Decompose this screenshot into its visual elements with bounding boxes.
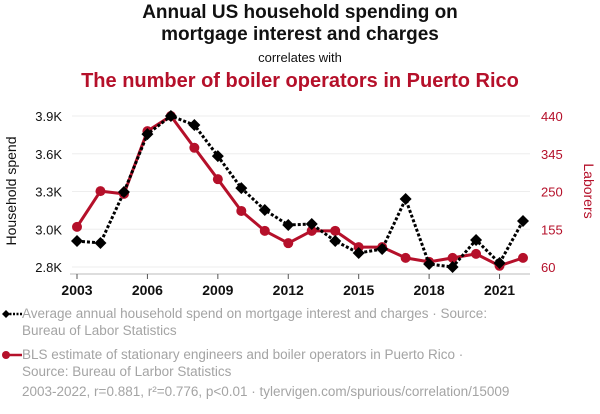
chart-footer: 2003-2022, r=0.881, r²=0.776, p<0.01 · t…	[22, 384, 510, 399]
y-axis-label-right: Laborers	[581, 163, 597, 218]
legend-solid-circle-icon	[2, 351, 22, 359]
legend-dotted-diamond-icon	[2, 310, 22, 318]
legend-label-series1-line1: Average annual household spend on mortga…	[22, 306, 488, 321]
series2-point	[236, 205, 247, 216]
series-group	[71, 110, 529, 273]
series1-point	[352, 246, 365, 259]
chart-title-line1: Annual US household spending on	[142, 2, 458, 23]
y-axis-label-left: Household spend	[3, 137, 19, 246]
chart-title-line2: mortgage interest and charges	[161, 24, 439, 45]
series1-point	[94, 236, 107, 249]
x-tick-label: 2021	[484, 282, 515, 298]
y-tick-label-left: 3.0K	[35, 222, 62, 237]
x-tick-label: 2018	[414, 282, 445, 298]
series1-point	[470, 233, 483, 246]
chart-subtitle: correlates with	[258, 50, 342, 65]
series1-point	[282, 218, 295, 231]
axes: 2.8K 3.0K 3.3K 3.6K 3.9K 60 155 250 345 440 2003 20…	[35, 109, 562, 298]
legend-label-series2-line1: BLS estimate of stationary engineers and…	[22, 347, 464, 362]
series1-point	[399, 193, 412, 206]
x-tick-label: 2012	[273, 282, 304, 298]
series2-point	[447, 252, 458, 263]
x-tick-label: 2009	[202, 282, 233, 298]
series1-point	[376, 243, 389, 256]
series1-point	[117, 186, 130, 199]
series2-point	[518, 252, 528, 263]
y-tick-label-right: 345	[541, 147, 563, 162]
series1-point	[71, 235, 83, 248]
y-tick-label-left: 2.8K	[35, 260, 62, 275]
y-tick-label-left: 3.6K	[35, 147, 62, 162]
series1-point	[235, 182, 248, 195]
series1-point	[329, 235, 342, 248]
legend-item-series1: Average annual household spend on mortga…	[2, 305, 582, 339]
series1-point	[493, 257, 506, 270]
legend-item-series2: BLS estimate of stationary engineers and…	[2, 346, 582, 380]
legend-label-series1-line2: Bureau of Labor Statistics	[22, 323, 177, 338]
series1-point	[211, 150, 224, 163]
series2-line	[75, 114, 524, 268]
series1-point	[305, 218, 318, 231]
series1-point	[517, 215, 529, 228]
series2-point	[189, 142, 200, 153]
series1-point	[188, 119, 201, 132]
series2-point	[283, 238, 294, 249]
series1-point	[141, 128, 154, 141]
x-tick-label: 2003	[61, 282, 92, 298]
y-tick-label-left: 3.3K	[35, 185, 62, 200]
legend-label-series2-line2: Source: Bureau of Larbor Statistics	[22, 364, 232, 379]
y-tick-label-right: 440	[541, 109, 563, 124]
series1-point	[423, 257, 436, 270]
x-tick-label: 2006	[132, 282, 163, 298]
y-tick-label-right: 250	[541, 185, 563, 200]
series2-point	[259, 225, 270, 236]
series2-point	[471, 248, 482, 259]
series2-point	[212, 174, 223, 185]
y-tick-label-left: 3.9K	[35, 109, 62, 124]
series2-point	[330, 225, 341, 236]
series1-point	[164, 110, 177, 122]
x-tick-label: 2015	[343, 282, 374, 298]
series2-point	[400, 252, 411, 263]
y-tick-label-right: 60	[541, 260, 555, 275]
series1-point	[258, 204, 271, 217]
series2-point	[72, 221, 82, 232]
series1-point	[446, 261, 459, 273]
chart-title: Annual US household spending on mortgage…	[0, 2, 600, 46]
chart-title-secondary: The number of boiler operators in Puerto…	[81, 70, 519, 92]
series2-point	[306, 225, 317, 236]
series2-point	[95, 186, 106, 197]
y-tick-label-right: 155	[541, 222, 563, 237]
gridlines	[72, 115, 530, 268]
